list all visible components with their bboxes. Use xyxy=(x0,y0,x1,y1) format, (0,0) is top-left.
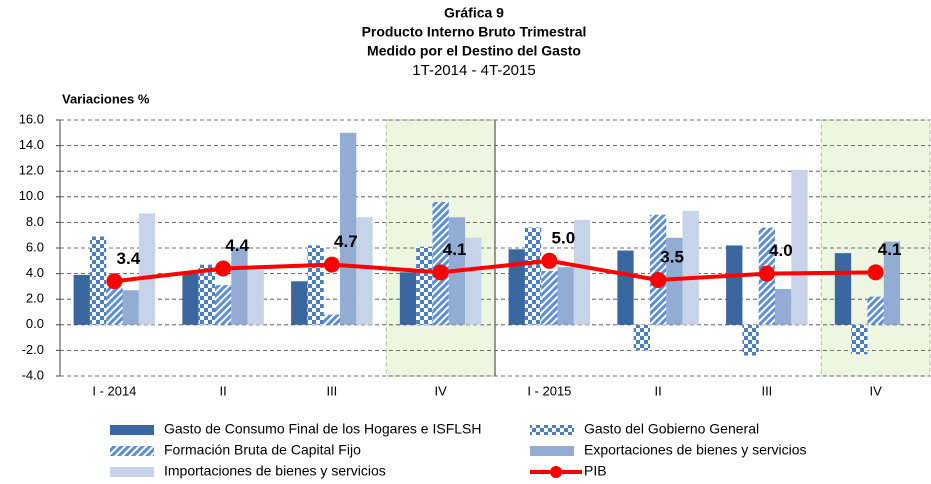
bar xyxy=(247,269,264,325)
bar xyxy=(465,237,482,325)
legend-swatch xyxy=(110,425,154,435)
bar xyxy=(573,219,591,325)
bar xyxy=(138,213,156,325)
data-label: 4.0 xyxy=(769,241,793,260)
bar xyxy=(851,324,868,355)
y-tick-label: 14.0 xyxy=(19,137,44,152)
chart-title: Gráfica 9 xyxy=(444,5,504,21)
legend-swatch xyxy=(530,446,574,456)
x-tick-label: IV xyxy=(434,383,447,398)
bar xyxy=(89,236,107,325)
data-label: 3.5 xyxy=(660,247,684,266)
y-tick-label: 10.0 xyxy=(19,188,44,203)
y-axis-label: Variaciones % xyxy=(62,91,150,106)
bar xyxy=(742,324,759,356)
legend-swatch xyxy=(110,446,154,456)
bar xyxy=(182,273,199,325)
bar xyxy=(726,245,743,325)
bar xyxy=(416,246,433,325)
bar xyxy=(775,288,792,325)
bar xyxy=(557,267,574,325)
legend-label: Formación Bruta de Capital Fijo xyxy=(164,442,361,458)
y-tick-label: 2.0 xyxy=(26,291,44,306)
data-label: 4.1 xyxy=(878,240,902,259)
bar xyxy=(307,245,324,325)
x-tick-label: I - 2014 xyxy=(92,383,136,398)
legend-label: PIB xyxy=(584,463,607,479)
chart-title-line: Medido por el Destino del Gasto xyxy=(367,43,581,59)
bar xyxy=(399,272,417,325)
y-tick-label: 6.0 xyxy=(26,239,44,254)
bar xyxy=(323,314,341,325)
bar xyxy=(883,241,901,325)
y-tick-label: 0.0 xyxy=(26,316,44,331)
pib-marker xyxy=(867,264,884,281)
bar xyxy=(340,132,357,325)
y-tick-label: 12.0 xyxy=(19,163,44,178)
pib-marker xyxy=(106,273,123,290)
bar xyxy=(791,169,808,325)
bar xyxy=(541,271,558,325)
pib-marker xyxy=(650,272,667,288)
legend-label: Gasto de Consumo Final de los Hogares e … xyxy=(164,421,482,437)
y-tick-label: 16.0 xyxy=(19,111,44,126)
legend-swatch xyxy=(110,467,154,477)
bar xyxy=(214,285,232,325)
data-label: 3.4 xyxy=(117,249,141,268)
legend-label: Importaciones de bienes y servicios xyxy=(164,463,386,479)
data-label: 4.4 xyxy=(225,236,249,255)
bar xyxy=(198,264,215,325)
pib-marker xyxy=(215,260,232,277)
x-tick-label: III xyxy=(761,383,772,398)
data-label: 4.7 xyxy=(334,232,358,251)
legend-label: Exportaciones de bienes y servicios xyxy=(584,442,807,458)
data-label: 5.0 xyxy=(552,228,576,247)
pib-marker xyxy=(758,265,775,282)
x-tick-label: III xyxy=(326,383,337,398)
legend-swatch xyxy=(530,425,574,435)
bar xyxy=(356,217,373,325)
bar xyxy=(122,290,139,325)
bar xyxy=(834,253,852,325)
pib-marker xyxy=(323,256,340,273)
x-tick-label: IV xyxy=(869,383,882,398)
bar xyxy=(73,274,90,325)
y-tick-label: 4.0 xyxy=(26,265,44,280)
y-tick-label: -2.0 xyxy=(22,342,44,357)
bar xyxy=(291,281,308,325)
pib-line xyxy=(114,258,876,284)
bar xyxy=(617,250,634,325)
bar xyxy=(867,296,884,325)
data-label: 4.1 xyxy=(443,240,467,259)
bar xyxy=(649,214,667,325)
bar xyxy=(682,210,699,325)
pib-marker xyxy=(541,252,558,269)
y-tick-label: 8.0 xyxy=(26,214,44,229)
legend-swatch xyxy=(550,466,562,478)
bar xyxy=(508,249,525,325)
legend-label: Gasto del Gobierno General xyxy=(584,421,759,437)
pib-marker xyxy=(432,264,449,281)
bar xyxy=(432,201,449,325)
y-tick-label: -4.0 xyxy=(22,367,44,382)
x-tick-label: II xyxy=(220,383,227,398)
x-tick-label: II xyxy=(655,383,662,398)
chart-title-line: Producto Interno Bruto Trimestral xyxy=(362,24,587,40)
bar xyxy=(633,324,650,351)
bar xyxy=(106,286,123,325)
bar xyxy=(666,237,683,325)
bar xyxy=(524,227,542,325)
chart-subtitle: 1T-2014 - 4T-2015 xyxy=(412,62,535,79)
x-tick-label: I - 2015 xyxy=(527,383,571,398)
bar xyxy=(231,248,248,325)
